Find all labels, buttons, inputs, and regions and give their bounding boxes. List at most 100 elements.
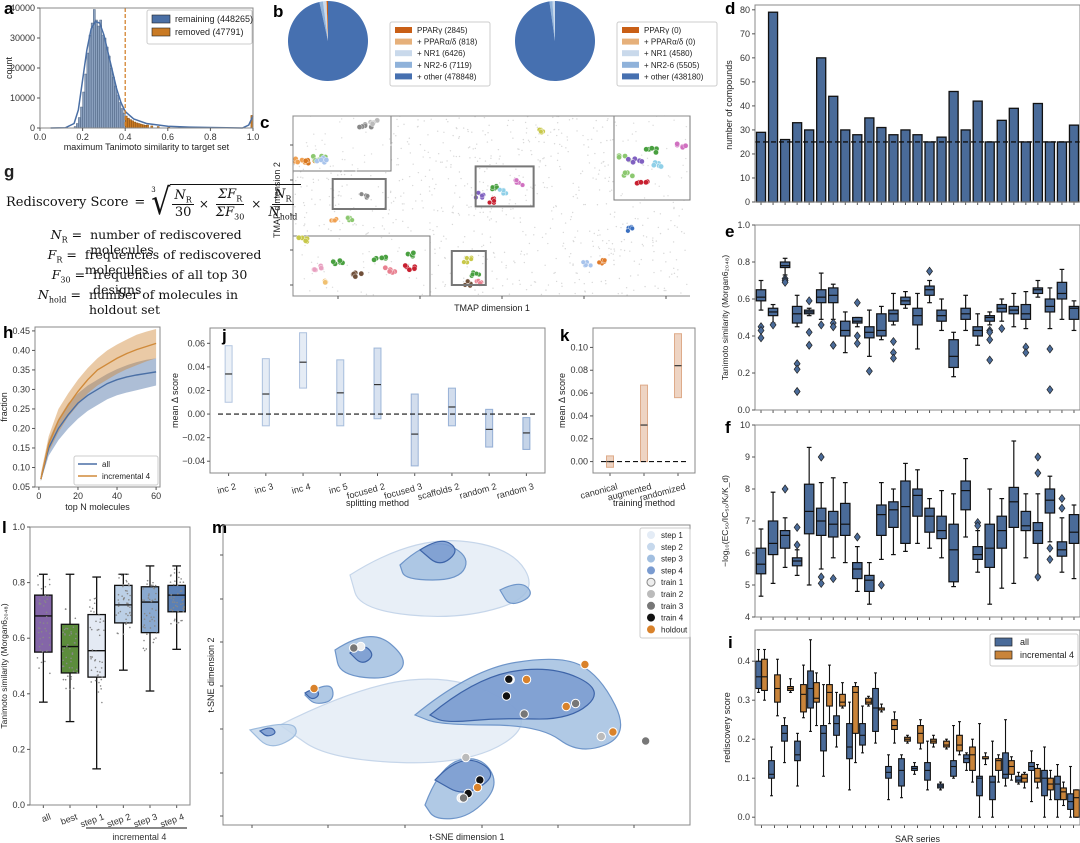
background-point [434, 287, 437, 290]
background-point [341, 222, 344, 225]
background-point [625, 287, 628, 289]
background-point [301, 254, 303, 256]
background-point [387, 213, 390, 215]
swarm-point [39, 638, 41, 640]
swarm-point [122, 597, 125, 600]
swarm-point [118, 602, 120, 604]
swarm-point [44, 627, 46, 630]
swarm-point [181, 599, 184, 602]
x-axis-label: training method [613, 498, 675, 508]
y-tick-label: 0.6 [737, 294, 750, 304]
swarm-point [61, 650, 64, 653]
background-point [534, 184, 536, 186]
background-point [419, 193, 422, 196]
background-point [580, 172, 582, 175]
box [1032, 452, 1044, 582]
background-point [466, 204, 468, 206]
background-point [587, 154, 589, 156]
box [960, 457, 971, 538]
background-point [519, 283, 521, 286]
symbol: F [51, 267, 61, 282]
outlier-marker [1022, 348, 1030, 358]
x-tick-label: 0 [36, 491, 41, 501]
background-point [562, 231, 565, 234]
background-point [558, 293, 561, 295]
box [803, 296, 815, 350]
background-point [424, 175, 427, 178]
legend-label: step 1 [661, 531, 683, 540]
background-point [533, 234, 535, 236]
background-point [436, 130, 439, 132]
background-point [304, 244, 306, 247]
swarm-point [42, 622, 45, 624]
background-point [408, 175, 411, 178]
swarm-point [181, 619, 183, 622]
background-point [365, 131, 367, 133]
y-axis-label: fraction [0, 392, 9, 422]
box-incremental-4 [787, 678, 794, 693]
swarm-point [66, 675, 69, 677]
background-point [583, 144, 585, 146]
background-point [654, 285, 656, 287]
background-point [316, 262, 319, 265]
background-point [655, 240, 658, 242]
swarm-point [89, 626, 92, 629]
swarm-point [90, 669, 93, 672]
swarm-point [145, 614, 148, 617]
box-iqr [1008, 486, 1020, 529]
swarm-point [155, 592, 157, 595]
y-tick-label: 10 [740, 173, 750, 183]
swarm-point [44, 585, 47, 588]
background-point [584, 203, 587, 206]
box-iqr [960, 480, 971, 511]
background-point [673, 267, 675, 270]
x-tick-label: step 4 [159, 811, 185, 829]
swarm-point [62, 659, 65, 662]
background-point [635, 130, 637, 133]
swarm-point [62, 665, 64, 667]
background-point [526, 189, 528, 191]
x-tick-label: step 1 [79, 811, 105, 829]
histogram-bar [86, 52, 90, 129]
background-point [535, 124, 537, 126]
background-point [660, 270, 662, 272]
legend-label: PPARγ (2845) [417, 26, 468, 35]
swarm-point [152, 584, 154, 587]
background-point [607, 118, 609, 120]
inset-point [356, 124, 363, 130]
background-point [663, 195, 665, 197]
background-point [490, 157, 492, 160]
background-point [309, 290, 311, 292]
swarm-point [95, 650, 97, 653]
background-point [351, 164, 354, 166]
y-tick-label: 1.0 [737, 220, 750, 230]
panel-label-h: h [3, 323, 13, 342]
numerator-subscript: R [285, 194, 292, 204]
background-point [411, 208, 414, 210]
histogram-bar [84, 73, 88, 129]
legend-label: incremental 4 [1020, 650, 1074, 660]
swarm-point [117, 593, 120, 596]
box-iqr [794, 740, 801, 762]
background-point [333, 210, 336, 213]
background-point [665, 261, 667, 263]
background-point [525, 288, 528, 291]
background-point [522, 230, 524, 233]
swarm-point [46, 622, 49, 624]
bar [1020, 141, 1032, 203]
histogram-bar [107, 55, 111, 129]
outlier-marker [829, 574, 837, 584]
background-point [578, 278, 581, 281]
x-tick-label: random 3 [496, 481, 535, 501]
outlier-marker [986, 355, 994, 365]
swarm-point [146, 633, 148, 635]
histogram-bar [129, 119, 132, 129]
swarm-point [117, 573, 120, 576]
background-point [603, 151, 605, 154]
box [1008, 440, 1020, 584]
box-iqr [1044, 298, 1056, 313]
box [888, 488, 899, 556]
swarm-point [153, 616, 155, 618]
outlier-marker [793, 364, 801, 374]
background-point [330, 229, 332, 232]
